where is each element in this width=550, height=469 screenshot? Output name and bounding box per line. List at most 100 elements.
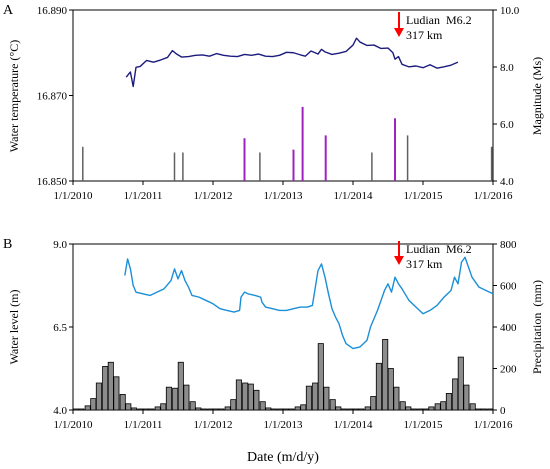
panel-b-precip-bar bbox=[405, 406, 412, 411]
panel-b-y-right-tick-label: 200 bbox=[500, 364, 517, 376]
panel-b: B 1/1/2010 1/1/2011 1/1/2012 1/1/2013 1/1/20… bbox=[3, 237, 544, 465]
panel-a-y-right-tick-label: 6.0 bbox=[500, 119, 514, 131]
panel-a-x-tick-label: 1/1/2014 bbox=[333, 190, 373, 202]
panel-a-annotation-line2: 317 km bbox=[406, 28, 443, 42]
panel-b-precip-bar bbox=[177, 361, 184, 411]
panel-b-x-tick-label: 1/1/2016 bbox=[473, 419, 513, 431]
panel-b-precip-bar bbox=[165, 386, 172, 411]
panel-b-axes: 1/1/2010 1/1/2011 1/1/2012 1/1/2013 1/1/2014… bbox=[53, 239, 517, 431]
panel-a-y-left-tick-label: 16.890 bbox=[37, 5, 68, 17]
panel-b-precip-bar bbox=[393, 386, 400, 411]
panel-b-precip-bar bbox=[294, 406, 301, 411]
panel-b-precip-bar bbox=[212, 408, 219, 411]
panel-b-precip-bar bbox=[434, 403, 441, 411]
panel-b-precip-bar bbox=[137, 408, 144, 411]
panel-b-precip-bar bbox=[84, 405, 91, 411]
panel-b-precip-bar bbox=[78, 408, 85, 411]
panel-b-y-right-tick-label: 600 bbox=[500, 281, 517, 293]
panel-b-precip-bar bbox=[200, 408, 207, 411]
panel-a-x-tick-label: 1/1/2015 bbox=[403, 190, 443, 202]
panel-b-y-right-tick-label: 800 bbox=[500, 239, 517, 251]
panel-b-precip-bar bbox=[207, 408, 214, 411]
panel-b-precip-bar bbox=[487, 408, 494, 411]
panel-a-ylabel-left: Water temperature (°C) bbox=[7, 40, 21, 152]
panel-a-y-left-tick-label: 16.850 bbox=[37, 176, 68, 188]
panel-b-precip-bar bbox=[428, 406, 435, 411]
panel-b-series bbox=[72, 256, 494, 411]
panel-b-precip-bar bbox=[329, 399, 336, 411]
panel-b-precip-bar bbox=[317, 343, 324, 411]
panel-b-precip-bar bbox=[259, 401, 266, 411]
panel-a-y-left-tick-label: 16.870 bbox=[37, 91, 68, 103]
panel-b-precip-bar bbox=[107, 361, 114, 411]
panel-b-precip-bar bbox=[370, 396, 377, 411]
panel-b-precip-bar bbox=[340, 408, 347, 411]
panel-b-precip-bar bbox=[90, 398, 97, 411]
panel-a-x-tick-label: 1/1/2010 bbox=[53, 190, 93, 202]
panel-b-precip-bar bbox=[457, 356, 464, 411]
panel-b-precip-bar bbox=[445, 392, 452, 411]
panel-b-y-right-tick-label: 0 bbox=[500, 405, 506, 417]
panel-a-annotation: Ludian M6.2 317 km bbox=[394, 12, 472, 42]
panel-b-x-tick-label: 1/1/2014 bbox=[333, 419, 373, 431]
panel-b-annotation-line2: 317 km bbox=[406, 257, 443, 271]
panel-b-xlabel: Date (m/d/y) bbox=[247, 450, 319, 465]
panel-a-y-right-tick-label: 4.0 bbox=[500, 176, 514, 188]
panel-b-precip-bar bbox=[224, 406, 231, 411]
panel-b-precip-bar bbox=[242, 382, 249, 411]
panel-b-annotation-line1: Ludian M6.2 bbox=[406, 242, 472, 256]
panel-b-precip-bar bbox=[270, 408, 277, 411]
panel-b-precip-bar bbox=[172, 387, 179, 411]
panel-a-annotation-line1: Ludian M6.2 bbox=[406, 13, 472, 27]
panel-b-ylabel-left: Water level (m) bbox=[7, 290, 21, 365]
panel-b-precip-bar bbox=[265, 407, 272, 411]
panel-b-precip-bar bbox=[440, 401, 447, 411]
panel-b-precip-bar bbox=[352, 408, 359, 411]
panel-b-precip-bar bbox=[189, 401, 196, 411]
panel-b-precip-bar bbox=[235, 379, 242, 411]
panel-b-precip-bar bbox=[358, 408, 365, 411]
panel-b-precip-bar bbox=[305, 385, 312, 411]
panel-a-x-tick-label: 1/1/2012 bbox=[193, 190, 232, 202]
panel-b-precip-bar bbox=[102, 366, 109, 411]
panel-b-precip-bar bbox=[312, 382, 319, 411]
panel-a-x-tick-label: 1/1/2013 bbox=[263, 190, 303, 202]
panel-b-precip-bar bbox=[399, 401, 406, 411]
panel-b-precip-bar bbox=[387, 368, 394, 411]
panel-b-precip-bar bbox=[247, 383, 254, 411]
panel-b-precip-bar bbox=[130, 407, 137, 411]
panel-b-precip-bar bbox=[154, 406, 161, 411]
panel-b-ylabel-right: Precipitation (mm) bbox=[530, 280, 544, 374]
panel-b-precip-bar bbox=[469, 403, 476, 411]
panel-b-precip-bar bbox=[218, 408, 225, 411]
panel-b-precip-bar bbox=[148, 408, 155, 411]
panel-b-precip-bar bbox=[475, 408, 482, 411]
panel-b-precip-bar bbox=[410, 408, 417, 411]
panel-b-precip-bar bbox=[72, 408, 79, 411]
panel-a-series bbox=[82, 37, 493, 181]
panel-b-precip-bar bbox=[125, 403, 132, 411]
panel-b-x-tick-label: 1/1/2012 bbox=[193, 419, 232, 431]
panel-b-precip-bar bbox=[119, 394, 126, 411]
panel-b-precip-bar bbox=[422, 408, 429, 411]
panel-b-x-tick-label: 1/1/2011 bbox=[124, 419, 163, 431]
panel-b-precip-bar bbox=[463, 384, 470, 411]
panel-b-precip-bar bbox=[288, 408, 295, 411]
panel-b-x-tick-label: 1/1/2013 bbox=[263, 419, 303, 431]
panel-b-y-left-tick-label: 6.5 bbox=[53, 322, 67, 334]
panel-b-precip-bar bbox=[335, 406, 342, 411]
panel-a-series-line bbox=[125, 37, 459, 88]
panel-a-y-right-tick-label: 10.0 bbox=[500, 5, 520, 17]
panel-b-arrow-head-icon bbox=[394, 256, 404, 265]
panel-b-annotation: Ludian M6.2 317 km bbox=[394, 241, 472, 271]
panel-b-precip-bar bbox=[300, 404, 307, 411]
panel-b-series-line bbox=[124, 256, 494, 350]
panel-b-precip-bar bbox=[323, 386, 330, 411]
panel-a-ylabel-right: Magnitude (Ms) bbox=[530, 57, 544, 135]
panel-b-precip-bar bbox=[113, 376, 120, 411]
panel-b-precip-bar bbox=[282, 408, 289, 411]
panel-b-precip-bar bbox=[253, 389, 260, 411]
panel-b-y-left-tick-label: 9.0 bbox=[53, 239, 67, 251]
panel-a-label: A bbox=[3, 3, 14, 18]
panel-b-y-left-tick-label: 4.0 bbox=[53, 405, 67, 417]
